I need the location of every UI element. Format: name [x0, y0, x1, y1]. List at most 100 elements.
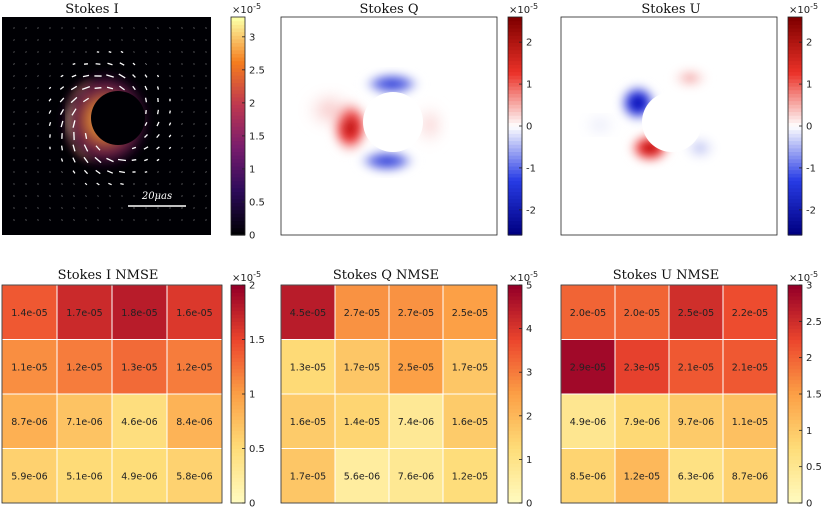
- colorbar-swatch: [508, 173, 522, 178]
- nmse-cell: [614, 448, 670, 504]
- colorbar-swatch: [788, 67, 802, 73]
- colorbar-swatch: [788, 481, 802, 486]
- colorbar-swatch: [788, 343, 802, 348]
- nmse-cell-label: 6.3e-06: [678, 471, 714, 482]
- nmse-frame: [560, 284, 778, 504]
- nmse-frame: [280, 284, 498, 504]
- colorbar-swatch: [508, 481, 522, 486]
- colorbar-swatch: [508, 459, 522, 464]
- colorbar-swatch: [508, 484, 522, 490]
- colorbar-swatch: [788, 42, 802, 47]
- polarization-tick: [60, 120, 64, 128]
- nmse-cell: [668, 339, 724, 395]
- polarization-tick: [144, 85, 148, 91]
- colorbar-swatch: [231, 397, 245, 402]
- colorbar-swatch: [788, 314, 802, 319]
- colorbar-swatch: [788, 224, 802, 229]
- colorbar-swatch: [508, 394, 522, 399]
- polarization-tick: [108, 50, 112, 54]
- colorbar-swatch: [231, 209, 245, 214]
- colorbar-tick-label: 1.5: [806, 390, 822, 401]
- colorbar-swatch: [788, 27, 802, 33]
- colorbar-swatch: [508, 184, 522, 189]
- polarization-tick: [156, 133, 160, 139]
- colorbar-swatch: [508, 401, 522, 406]
- colorbar-tick-label: 1.5: [249, 335, 265, 346]
- polarization-tick: [145, 51, 147, 53]
- polarization-tick: [168, 146, 172, 150]
- colorbar-swatch: [231, 412, 245, 417]
- polarization-tick: [85, 195, 87, 197]
- colorbar-swatch: [788, 437, 802, 442]
- colorbar-swatch: [508, 17, 522, 22]
- polarization-tick: [205, 135, 207, 137]
- colorbar-swatch: [508, 314, 522, 319]
- polarization-tick: [49, 63, 51, 65]
- polarization-tick: [97, 195, 99, 197]
- polarization-tick: [60, 74, 64, 78]
- colorbar-swatch: [231, 213, 245, 218]
- nmse-cell-label: 1.6e-05: [290, 417, 326, 428]
- polarization-tick: [133, 51, 135, 53]
- colorbar-swatch: [231, 433, 245, 439]
- colorbar-swatch: [788, 292, 802, 297]
- colorbar-swatch: [508, 158, 522, 163]
- nmse-cell-label: 1.2e-05: [452, 471, 488, 482]
- colorbar-tick-label: 2: [249, 281, 255, 292]
- nmse-cell-label: 5.9e-06: [11, 471, 47, 482]
- colorbar-swatch: [788, 205, 802, 211]
- nmse-cell-label: 7.1e-06: [66, 417, 102, 428]
- polarization-tick: [37, 99, 39, 101]
- polarization-tick: [193, 195, 195, 197]
- colorbar-swatch: [231, 423, 245, 428]
- colorbar-swatch: [231, 195, 245, 200]
- colorbar-swatch: [231, 96, 245, 102]
- polarization-tick: [193, 183, 195, 185]
- colorbar-swatch: [231, 60, 245, 65]
- polarization-tick: [72, 120, 76, 128]
- colorbar-swatch: [788, 357, 802, 362]
- polarization-tick: [94, 87, 102, 89]
- colorbar-swatch: [788, 295, 802, 301]
- polarization-tick: [95, 145, 101, 151]
- colorbar-swatch: [508, 430, 522, 435]
- polarization-tick: [181, 159, 183, 161]
- colorbar-swatch: [788, 162, 802, 167]
- colorbar-swatch: [508, 328, 522, 333]
- colorbar-swatch: [788, 470, 802, 475]
- polarization-tick: [25, 99, 27, 101]
- colorbar-swatch: [231, 299, 245, 304]
- colorbar-swatch: [508, 488, 522, 493]
- colorbar-swatch: [231, 324, 245, 330]
- colorbar-swatch: [231, 100, 245, 105]
- colorbar-swatch: [788, 86, 802, 91]
- polarization-tick: [13, 111, 15, 113]
- nmse-cell-label: 2.7e-05: [398, 308, 434, 319]
- colorbar-swatch: [508, 346, 522, 351]
- polarization-tick: [156, 86, 160, 90]
- polarization-tick: [49, 75, 51, 77]
- nmse-cell-label: 4.5e-05: [290, 308, 326, 319]
- colorbar-tick-label: 2: [806, 353, 812, 364]
- colorbar-swatch: [231, 343, 245, 348]
- polarization-tick: [48, 86, 52, 90]
- stokes-u-nmse-grid: 2.0e-05 2.0e-05 2.5e-05 2.2e-05 2.9e-05 2.3e-…: [560, 284, 778, 504]
- colorbar-swatch: [231, 20, 245, 25]
- colorbar-swatch: [508, 220, 522, 225]
- colorbar-swatch: [508, 107, 522, 113]
- nmse-cell-label: 1.6e-05: [176, 308, 212, 319]
- polarization-tick: [83, 156, 89, 164]
- colorbar-swatch: [231, 38, 245, 44]
- colorbar-swatch: [231, 430, 245, 435]
- colorbar-swatch: [231, 205, 245, 211]
- polarization-tick: [83, 169, 89, 175]
- colorbar-swatch: [231, 295, 245, 301]
- colorbar-swatch: [231, 317, 245, 322]
- polarization-tick: [193, 27, 195, 29]
- nmse-cell-label: 8.7e-06: [732, 471, 768, 482]
- colorbar-swatch: [231, 31, 245, 36]
- polarization-tick: [106, 157, 114, 163]
- polarization-tick: [13, 75, 15, 77]
- colorbar-swatch: [788, 299, 802, 304]
- polarization-tick: [84, 132, 88, 140]
